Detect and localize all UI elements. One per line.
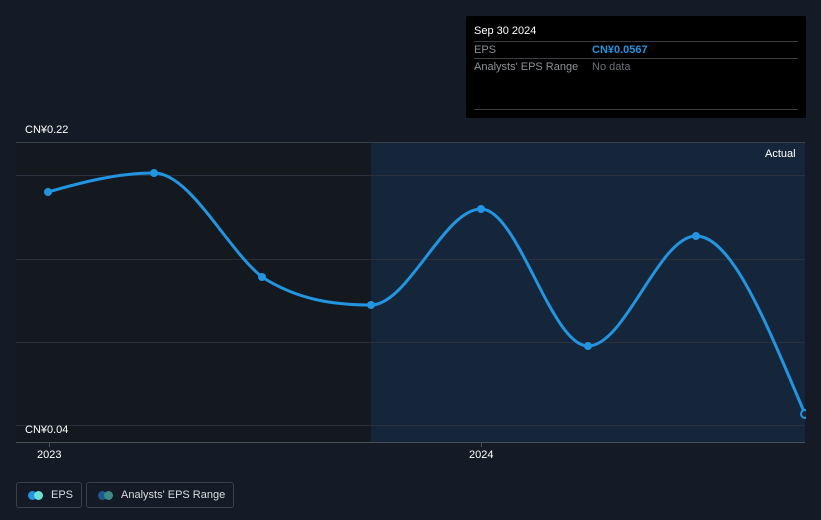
tooltip-eps-value: CN¥0.0567 [592, 44, 648, 56]
eps-point[interactable] [44, 188, 52, 196]
actual-region [371, 143, 805, 442]
y-axis-bottom-label: CN¥0.04 [25, 424, 69, 436]
legend-eps[interactable]: EPS [16, 482, 82, 508]
tooltip: Sep 30 2024 EPS CN¥0.0567 Analysts' EPS … [466, 16, 806, 118]
tooltip-range-label: Analysts' EPS Range [474, 61, 579, 73]
legend-analysts-range-label: Analysts' EPS Range [121, 489, 226, 501]
legend-analysts-range[interactable]: Analysts' EPS Range [86, 482, 234, 508]
tooltip-row-range: Analysts' EPS Range No data [474, 58, 798, 76]
eps-point[interactable] [477, 205, 485, 213]
eps-point[interactable] [258, 273, 266, 281]
x-axis-label-2023: 2023 [37, 449, 62, 461]
eps-legend-icon [28, 491, 44, 500]
right-mask [806, 130, 821, 450]
gridlines [16, 142, 805, 426]
eps-point[interactable] [584, 342, 592, 350]
tooltip-eps-label: EPS [474, 44, 497, 56]
tooltip-divider [474, 109, 798, 110]
tooltip-range-value: No data [592, 61, 631, 73]
eps-point[interactable] [150, 169, 158, 177]
y-axis-top-label: CN¥0.22 [25, 124, 69, 136]
tooltip-date: Sep 30 2024 [474, 25, 537, 37]
x-axis-label-2024: 2024 [469, 449, 494, 461]
tooltip-row-eps: EPS CN¥0.0567 [474, 41, 798, 59]
eps-point[interactable] [692, 232, 700, 240]
past-region [16, 143, 371, 442]
actual-region-label: Actual [765, 148, 796, 160]
legend-eps-label: EPS [51, 489, 74, 501]
eps-point[interactable] [367, 301, 375, 309]
analysts-range-legend-icon [98, 491, 114, 500]
